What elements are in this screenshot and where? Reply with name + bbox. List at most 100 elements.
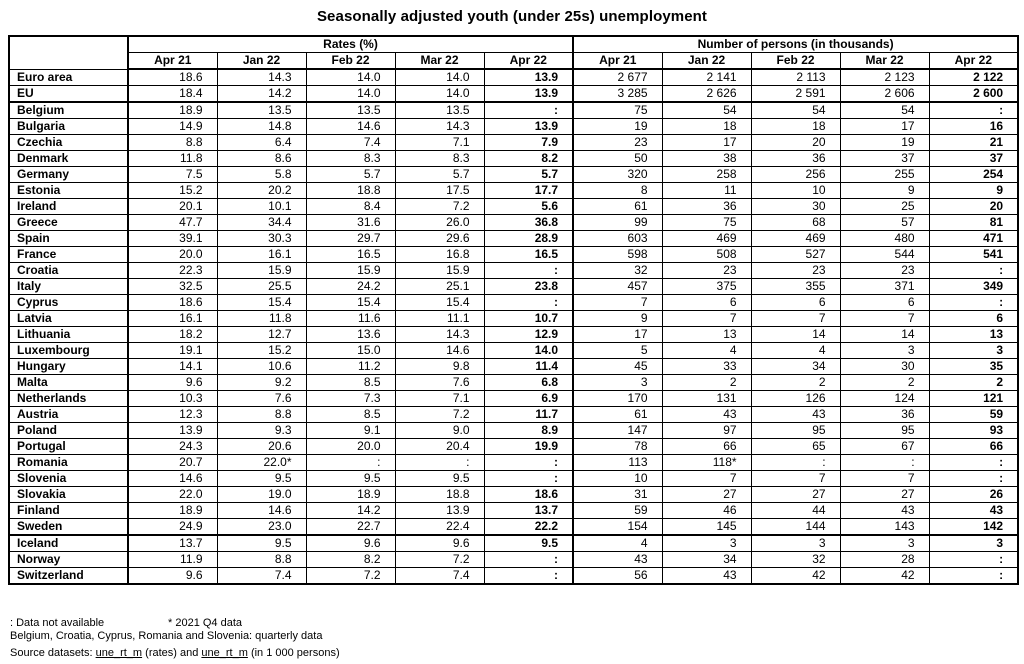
persons-cell: 170 [572, 390, 663, 407]
persons-cell: 66 [928, 438, 1019, 455]
persons-cell: 61 [572, 406, 663, 423]
footnote-source-datasets: Source datasets: une_rt_m (rates) and un… [10, 647, 340, 660]
persons-cell: 4 [661, 342, 752, 359]
rate-cell: 23.8 [483, 278, 574, 295]
table-row: Slovenia 14.6 9.5 9.5 9.5:10 7 7 7: [8, 470, 1019, 487]
month-header: Apr 22 [928, 52, 1019, 70]
persons-cell: 544 [839, 246, 930, 263]
month-header: Apr 22 [483, 52, 574, 70]
rate-cell: 13.5 [216, 101, 307, 119]
persons-cell: 2 113 [750, 68, 841, 86]
rate-cell: 20.7 [127, 454, 218, 471]
persons-cell: 7 [661, 470, 752, 487]
rate-cell: 32.5 [127, 278, 218, 295]
footnote-2021-q4: * 2021 Q4 data [168, 617, 243, 629]
persons-cell: 36 [661, 198, 752, 215]
persons-cell: 143 [839, 518, 930, 536]
table-row: Austria 12.3 8.8 8.5 7.2 11.7 61 43 43 36 59 [8, 406, 1019, 423]
persons-cell: 16 [928, 118, 1019, 135]
rate-cell: 11.1 [394, 310, 485, 327]
rate-cell: 15.9 [216, 262, 307, 279]
persons-cell: 7 [750, 310, 841, 327]
country-cell: Euro area [8, 68, 129, 86]
persons-cell: 38 [661, 150, 752, 167]
persons-cell: 35 [928, 358, 1019, 375]
rate-cell: 14.9 [127, 118, 218, 135]
rate-cell: 8.6 [216, 150, 307, 167]
rate-cell: 23.0 [216, 518, 307, 536]
persons-cell: 598 [572, 246, 663, 263]
persons-cell: 54 [839, 101, 930, 119]
persons-cell: 9 [839, 182, 930, 199]
rate-cell: 14.8 [216, 118, 307, 135]
persons-cell: 66 [661, 438, 752, 455]
rate-cell: 9.6 [127, 374, 218, 391]
country-cell: Sweden [8, 518, 129, 536]
rate-cell: 34.4 [216, 214, 307, 231]
persons-cell: 18 [750, 118, 841, 135]
persons-cell: 99 [572, 214, 663, 231]
rate-cell: 19.1 [127, 342, 218, 359]
persons-cell: 65 [750, 438, 841, 455]
rate-cell: 9.6 [394, 534, 485, 552]
country-cell: France [8, 246, 129, 263]
table-row: Czechia 8.8 6.4 7.4 7.1 7.9 23 17 20 19 21 [8, 134, 1019, 151]
persons-cell: 59 [928, 406, 1019, 423]
persons-cell: 37 [839, 150, 930, 167]
rate-cell: 13.9 [394, 502, 485, 519]
dataset-link-persons[interactable]: une_rt_m [201, 647, 248, 659]
country-cell: Czechia [8, 134, 129, 151]
rate-cell: 14.1 [127, 358, 218, 375]
persons-cell: 23 [572, 134, 663, 151]
persons-cell: 23 [661, 262, 752, 279]
persons-cell: 9 [572, 310, 663, 327]
rate-cell: 20.0 [127, 246, 218, 263]
persons-cell: 2 626 [661, 85, 752, 103]
persons-cell: 43 [839, 502, 930, 519]
rate-cell: 30.3 [216, 230, 307, 247]
table-row: Ireland 20.1 10.1 8.4 7.2 5.6 61 36 30 25 20 [8, 198, 1019, 215]
rate-cell: 19.9 [483, 438, 574, 455]
persons-cell: 27 [661, 486, 752, 503]
persons-cell: 7 [572, 294, 663, 311]
persons-cell: 469 [661, 230, 752, 247]
persons-cell: 21 [928, 134, 1019, 151]
rate-cell: 18.6 [127, 68, 218, 86]
persons-cell: 471 [928, 230, 1019, 247]
table-row: Germany 7.5 5.8 5.7 5.7 5.7 320 258 256 255 254 [8, 166, 1019, 183]
persons-cell: : [928, 470, 1019, 487]
persons-cell: 258 [661, 166, 752, 183]
persons-cell: 78 [572, 438, 663, 455]
persons-cell: 254 [928, 166, 1019, 183]
rate-cell: 7.6 [394, 374, 485, 391]
dataset-link-rates[interactable]: une_rt_m [95, 647, 143, 659]
rate-cell: 18.2 [127, 326, 218, 343]
rate-cell: 7.1 [394, 390, 485, 407]
rate-cell: 6.4 [216, 134, 307, 151]
persons-cell: 145 [661, 518, 752, 536]
persons-cell: 27 [750, 486, 841, 503]
country-cell: Latvia [8, 310, 129, 327]
table-row: Netherlands 10.3 7.6 7.3 7.1 6.9 170 131 126 124 1… [8, 390, 1019, 407]
persons-cell: 14 [839, 326, 930, 343]
persons-cell: 18 [661, 118, 752, 135]
persons-cell: 371 [839, 278, 930, 295]
persons-cell: 33 [661, 358, 752, 375]
persons-cell: 8 [572, 182, 663, 199]
page-title: Seasonally adjusted youth (under 25s) un… [316, 8, 708, 25]
persons-cell: 6 [928, 310, 1019, 327]
rate-cell: 18.9 [305, 486, 396, 503]
rate-cell: 22.2 [483, 518, 574, 536]
persons-cell: 30 [839, 358, 930, 375]
rate-cell: 16.1 [216, 246, 307, 263]
persons-cell: 2 123 [839, 68, 930, 86]
rate-cell: 14.0 [305, 68, 396, 86]
persons-cell: : [928, 262, 1019, 279]
rate-cell: 14.3 [216, 68, 307, 86]
persons-cell: 3 [839, 342, 930, 359]
rate-cell: 17.5 [394, 182, 485, 199]
persons-cell: 349 [928, 278, 1019, 295]
rate-cell: 12.3 [127, 406, 218, 423]
group-header: Rates (%) [126, 35, 574, 53]
table-row: Malta 9.6 9.2 8.5 7.6 6.8 3 2 2 2 2 [8, 374, 1019, 391]
